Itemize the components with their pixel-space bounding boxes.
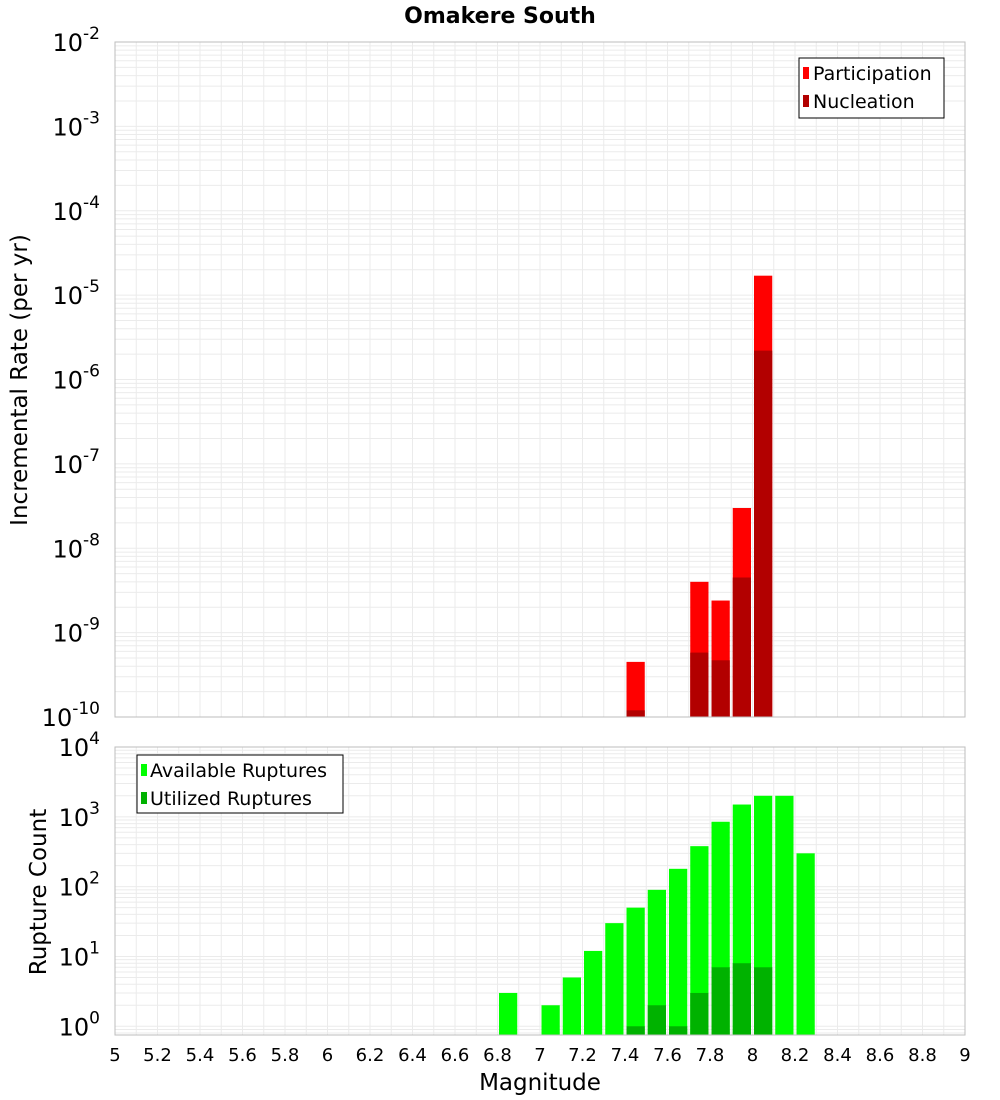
rate-plot-border: [114, 41, 966, 718]
count-grid: [115, 747, 965, 1035]
magnitude-x-ticks: 5 5.2 5.4 5.6 5.8 6 6.2 6.4 6.6 6.8 7 7.2 7.4 7.6 7.8 8…: [109, 1045, 970, 1066]
nucleation-legend-swatch: [803, 95, 809, 107]
count-y-tick-label: 103: [59, 799, 100, 832]
magnitude-x-tick-label: 9: [959, 1045, 970, 1066]
utilized-legend-label: Utilized Ruptures: [150, 788, 312, 810]
magnitude-x-tick-label: 8.6: [866, 1045, 895, 1066]
magnitude-x-tick-label: 8.2: [781, 1045, 810, 1066]
count-y-tick-label: 100: [59, 1008, 100, 1041]
available-legend-label: Available Ruptures: [150, 760, 327, 782]
nucleation-legend-label: Nucleation: [813, 91, 915, 113]
utilized-ruptures-bar: [754, 967, 773, 1035]
magnitude-x-tick-label: 6.6: [441, 1045, 470, 1066]
nucleation-bar: [626, 710, 645, 717]
rate-bars: [626, 275, 773, 717]
count-y-tick-label: 101: [59, 938, 100, 971]
rate-y-tick-label: 10-3: [53, 108, 101, 141]
count-panel: 100 101 102 103 104 5 5.2 5.4 5.6 5.8 6 6.2 6.4 6.6 6…: [26, 729, 971, 1096]
available-ruptures-bar: [647, 889, 666, 1035]
available-ruptures-bar: [584, 950, 603, 1035]
nucleation-bar: [732, 577, 751, 717]
rate-grid: [115, 42, 965, 717]
rate-panel: 10-10 10-9 10-8 10-7 10-6 10-5 10-4 10-3 10-2 In…: [7, 24, 966, 732]
rate-y-tick-label: 10-8: [53, 530, 101, 563]
count-plot-border: [114, 746, 966, 1036]
rate-y-tick-label: 10-2: [53, 24, 101, 57]
count-y-tick-label: 104: [59, 729, 100, 762]
available-ruptures-bar: [499, 992, 518, 1035]
magnitude-x-tick-label: 5: [109, 1045, 120, 1066]
utilized-ruptures-bar: [669, 1026, 688, 1035]
magnitude-x-tick-label: 8: [747, 1045, 758, 1066]
magnitude-x-tick-label: 7.6: [653, 1045, 682, 1066]
magnitude-x-tick-label: 6.4: [398, 1045, 427, 1066]
rate-y-tick-label: 10-7: [53, 446, 101, 479]
rate-y-ticks: 10-10 10-9 10-8 10-7 10-6 10-5 10-4 10-3 10-2: [42, 24, 100, 732]
utilized-legend-swatch: [141, 792, 147, 804]
available-legend-swatch: [141, 764, 147, 776]
available-ruptures-bar: [669, 868, 688, 1035]
nucleation-bar: [690, 652, 709, 717]
magnitude-x-tick-label: 5.4: [186, 1045, 215, 1066]
magnitude-x-tick-label: 7.4: [611, 1045, 640, 1066]
count-y-ticks: 100 101 102 103 104: [59, 729, 100, 1041]
nucleation-bar: [754, 350, 773, 717]
magnitude-x-tick-label: 7.8: [696, 1045, 725, 1066]
magnitude-x-tick-label: 7: [534, 1045, 545, 1066]
rate-legend: Participation Nucleation: [798, 57, 945, 119]
participation-legend-swatch: [803, 67, 809, 79]
rate-y-tick-label: 10-5: [53, 277, 101, 310]
count-y-axis-label: Rupture Count: [26, 809, 52, 975]
magnitude-x-tick-label: 5.8: [271, 1045, 300, 1066]
utilized-ruptures-bar: [690, 992, 709, 1035]
available-ruptures-bar: [626, 907, 645, 1035]
utilized-ruptures-bar: [711, 967, 730, 1035]
magnitude-x-tick-label: 5.2: [143, 1045, 172, 1066]
x-axis-label: Magnitude: [479, 1070, 601, 1096]
nucleation-bar: [711, 660, 730, 717]
utilized-ruptures-bar: [626, 1026, 645, 1035]
rate-y-axis-label: Incremental Rate (per yr): [7, 234, 33, 526]
rate-y-tick-label: 10-10: [42, 699, 100, 732]
magnitude-x-tick-label: 6.8: [483, 1045, 512, 1066]
available-ruptures-bar: [562, 977, 581, 1035]
chart-title: Omakere South: [404, 4, 596, 29]
rate-legend-box: [798, 57, 945, 119]
available-ruptures-bar: [605, 923, 624, 1035]
utilized-ruptures-bar: [647, 1005, 666, 1035]
rate-y-tick-label: 10-6: [53, 362, 101, 395]
magnitude-x-tick-label: 8.4: [823, 1045, 852, 1066]
rate-y-tick-label: 10-4: [53, 193, 101, 226]
magnitude-x-tick-label: 6: [322, 1045, 333, 1066]
count-legend-box: [136, 754, 344, 814]
participation-bar: [626, 661, 645, 717]
participation-legend-label: Participation: [813, 63, 932, 85]
available-ruptures-bar: [690, 846, 709, 1035]
count-bars: [499, 795, 815, 1035]
count-y-tick-label: 102: [59, 869, 100, 902]
magnitude-x-tick-label: 6.2: [356, 1045, 385, 1066]
magnitude-x-tick-label: 5.6: [228, 1045, 257, 1066]
magnitude-x-tick-label: 7.2: [568, 1045, 597, 1066]
magnitude-x-tick-label: 8.8: [908, 1045, 937, 1066]
available-ruptures-bar: [796, 853, 815, 1035]
available-ruptures-bar: [541, 1005, 560, 1035]
count-legend: Available Ruptures Utilized Ruptures: [136, 754, 344, 814]
rate-y-tick-label: 10-9: [53, 615, 101, 648]
available-ruptures-bar: [775, 795, 794, 1035]
utilized-ruptures-bar: [732, 963, 751, 1035]
